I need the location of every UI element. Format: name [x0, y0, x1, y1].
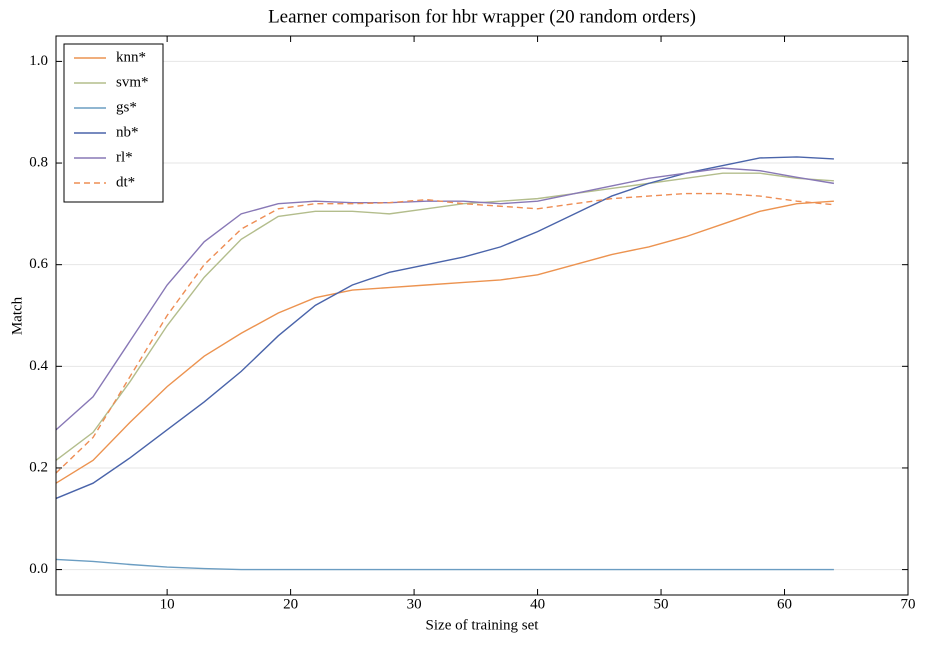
x-tick-label: 70 [901, 596, 916, 612]
plot-frame [55, 35, 909, 596]
series-line [55, 167, 835, 431]
y-tick-label: 0.0 [29, 561, 48, 577]
legend-label: gs* [116, 99, 137, 115]
series-line [55, 156, 834, 500]
legend-box [63, 43, 164, 203]
x-tick-label: 60 [777, 596, 792, 612]
x-tick-label: 50 [654, 596, 669, 612]
x-axis-label: Size of training set [426, 617, 540, 633]
x-tick-label: 10 [160, 596, 175, 612]
legend-label: nb* [116, 124, 139, 140]
y-axis-label: Match [9, 296, 25, 335]
x-tick-label: 30 [407, 596, 422, 612]
series-line [55, 200, 834, 484]
chart-title: Learner comparison for hbr wrapper (20 r… [268, 6, 696, 27]
x-tick-label: 20 [283, 596, 298, 612]
legend-label: dt* [116, 174, 135, 190]
series-line [55, 172, 834, 461]
legend-label: rl* [116, 149, 133, 165]
y-tick-label: 0.6 [29, 256, 48, 272]
y-tick-label: 0.4 [29, 358, 48, 374]
y-tick-label: 1.0 [29, 53, 48, 69]
y-tick-label: 0.8 [29, 154, 48, 170]
series-line [55, 558, 834, 571]
legend-label: knn* [116, 49, 146, 65]
legend-label: svm* [116, 74, 149, 90]
y-tick-label: 0.2 [29, 459, 48, 475]
x-tick-label: 40 [530, 596, 545, 612]
series-line [55, 192, 834, 474]
